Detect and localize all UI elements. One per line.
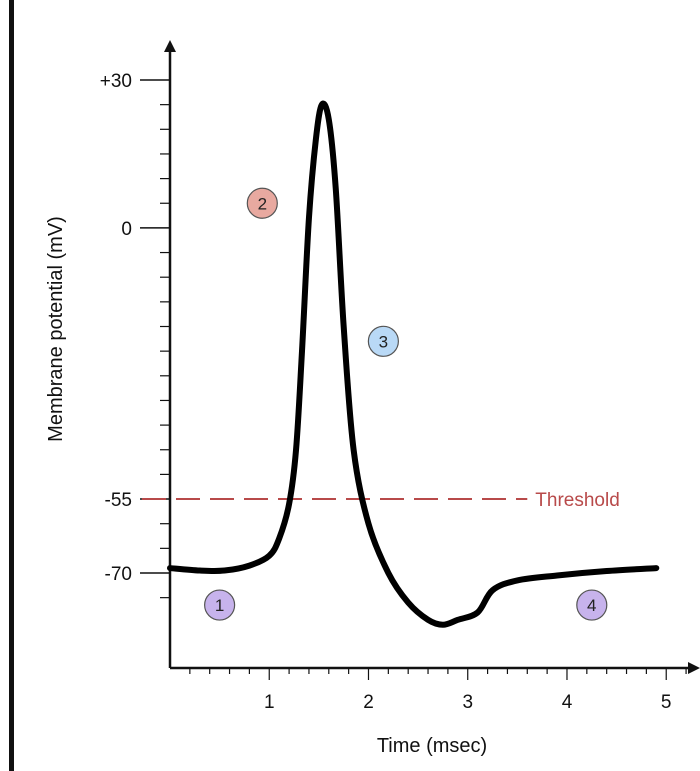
threshold-label: Threshold [535, 490, 620, 511]
y-tick-label: 0 [121, 219, 132, 240]
y-tick-label: +30 [100, 71, 132, 92]
phase-marker-label-1: 1 [215, 596, 224, 615]
phase-marker-4 [576, 589, 608, 621]
x-tick-label: 1 [264, 692, 275, 713]
left-frame-bar [9, 0, 14, 771]
phase-marker-3 [367, 325, 399, 357]
y-tick-label: -70 [105, 564, 132, 585]
phase-marker-label-3: 3 [379, 332, 388, 351]
x-tick-label: 2 [363, 692, 374, 713]
phase-marker-label-2: 2 [258, 194, 267, 213]
x-axis-title: Time (msec) [377, 735, 487, 757]
y-axis-title: Membrane potential (mV) [45, 216, 67, 442]
membrane-potential-curve [167, 100, 660, 628]
x-tick-label: 4 [562, 692, 573, 713]
phase-marker-label-4: 4 [587, 596, 596, 615]
y-tick-label: -55 [105, 490, 132, 511]
phase-marker-1 [204, 589, 236, 621]
x-tick-label: 3 [462, 692, 473, 713]
phase-marker-2 [246, 187, 278, 219]
x-tick-label: 5 [661, 692, 672, 713]
